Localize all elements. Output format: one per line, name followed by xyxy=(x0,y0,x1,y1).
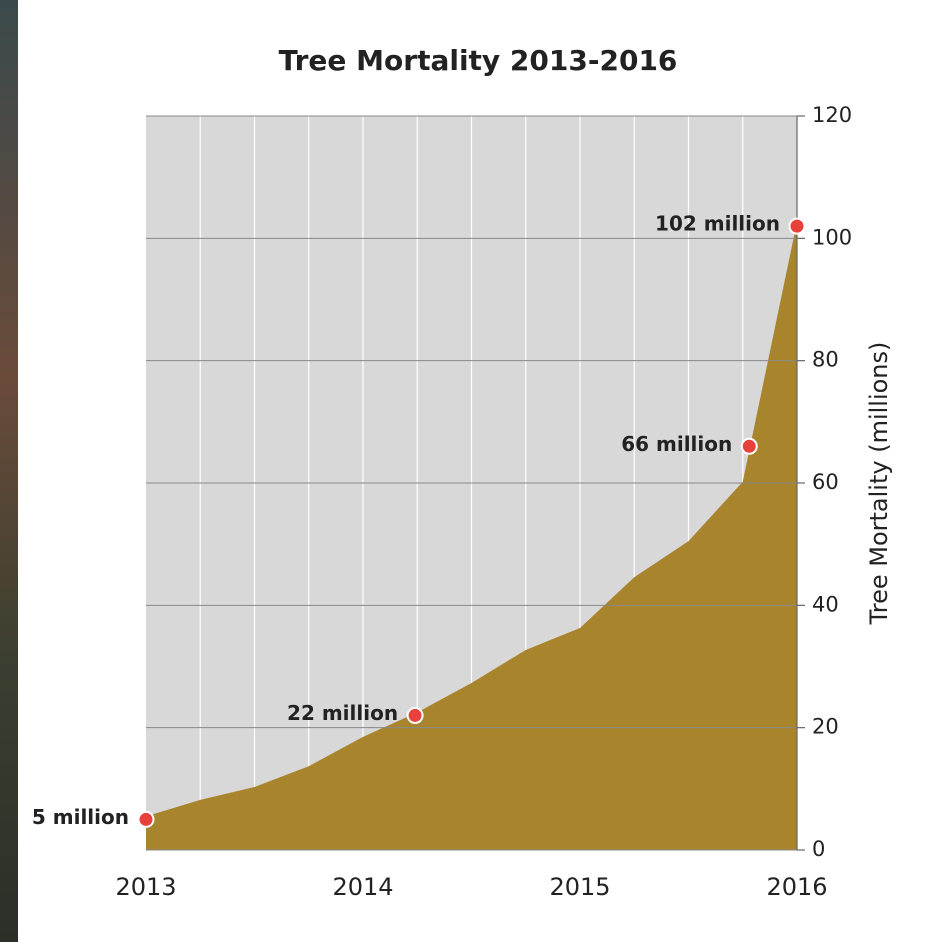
x-tick-label: 2014 xyxy=(332,873,393,901)
chart: 0 20 40 60 80 100 120 2013 2014 2015 2016 5 million… xyxy=(0,0,932,942)
page: 0 20 40 60 80 100 120 2013 2014 2015 2016 5 million… xyxy=(0,0,932,942)
photo-edge xyxy=(0,0,18,942)
marker xyxy=(790,219,805,234)
y-tick-label: 0 xyxy=(812,837,825,861)
y-axis-label: Tree Mortality (millions) xyxy=(865,342,893,626)
marker xyxy=(742,439,757,454)
data-label: 5 million xyxy=(32,805,129,829)
marker xyxy=(139,812,154,827)
x-tick-label: 2013 xyxy=(115,873,176,901)
chart-title: Tree Mortality 2013-2016 xyxy=(279,44,678,77)
y-tick-label: 80 xyxy=(812,348,839,372)
y-tick-label: 120 xyxy=(812,103,852,127)
marker xyxy=(408,708,423,723)
x-tick-label: 2015 xyxy=(549,873,610,901)
y-tick-label: 20 xyxy=(812,715,839,739)
y-tick-label: 60 xyxy=(812,470,839,494)
data-label: 102 million xyxy=(655,212,780,236)
y-tick-label: 40 xyxy=(812,592,839,616)
data-label: 66 million xyxy=(621,432,732,456)
data-label: 22 million xyxy=(287,701,398,725)
plot: 0 20 40 60 80 100 120 2013 2014 2015 2016 5 million… xyxy=(32,103,852,901)
x-tick-label: 2016 xyxy=(766,873,827,901)
y-tick-label: 100 xyxy=(812,225,852,249)
